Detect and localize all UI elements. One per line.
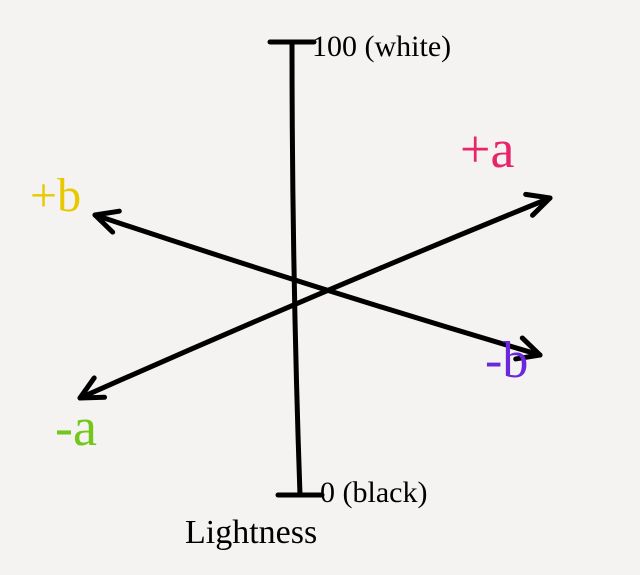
- label-top-100-white: 100 (white): [312, 32, 451, 62]
- label-bottom-0-black: 0 (black): [320, 478, 427, 508]
- label-plus-b: +b: [30, 172, 81, 220]
- label-minus-a: -a: [55, 400, 97, 454]
- label-plus-a: +a: [460, 122, 514, 176]
- label-lightness: Lightness: [185, 516, 317, 550]
- label-minus-b: -b: [485, 335, 528, 387]
